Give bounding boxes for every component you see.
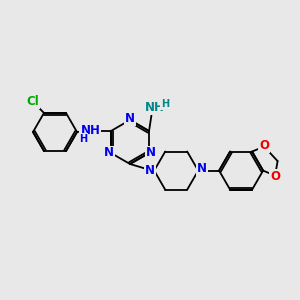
Text: O: O (259, 139, 269, 152)
Text: H: H (79, 134, 87, 144)
Text: Cl: Cl (27, 95, 39, 108)
Text: N: N (146, 146, 156, 160)
Text: N: N (197, 162, 207, 175)
Text: O: O (270, 170, 280, 183)
Text: N: N (125, 112, 135, 125)
Text: NH: NH (80, 124, 100, 136)
Text: H: H (161, 99, 169, 109)
Text: N: N (104, 146, 114, 160)
Text: NH: NH (145, 101, 165, 114)
Text: N: N (145, 164, 155, 177)
